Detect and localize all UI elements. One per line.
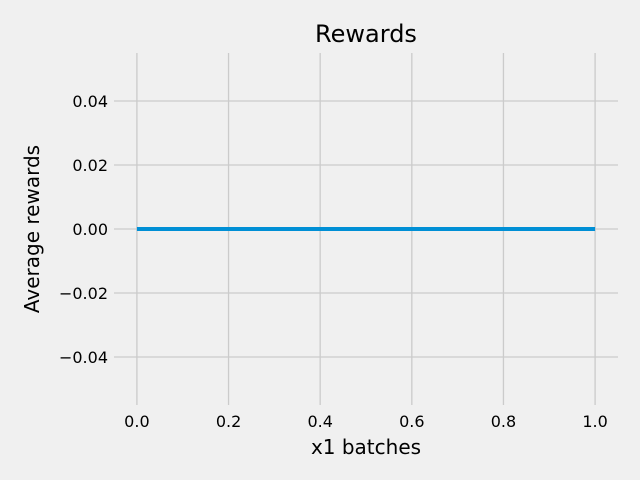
- y-tick-label: 0.04: [72, 92, 108, 111]
- x-tick-label: 0.8: [491, 412, 516, 431]
- y-tick-label: −0.02: [59, 284, 108, 303]
- y-axis-title: Average rewards: [20, 145, 44, 313]
- x-tick-label: 0.2: [216, 412, 241, 431]
- x-tick-label: 0.6: [399, 412, 424, 431]
- x-tick-label: 0.4: [307, 412, 332, 431]
- x-tick-label: 1.0: [582, 412, 607, 431]
- y-tick-label: −0.04: [59, 348, 108, 367]
- x-tick-label: 0.0: [124, 412, 149, 431]
- y-tick-label: 0.00: [72, 220, 108, 239]
- chart-title: Rewards: [315, 20, 417, 48]
- y-tick-label: 0.02: [72, 156, 108, 175]
- x-axis-title: x1 batches: [311, 435, 421, 459]
- tick-labels: 0.0 0.2 0.4 0.6 0.8 1.0 −0.04 −0.02 0.00 0.02 0.04: [59, 92, 608, 431]
